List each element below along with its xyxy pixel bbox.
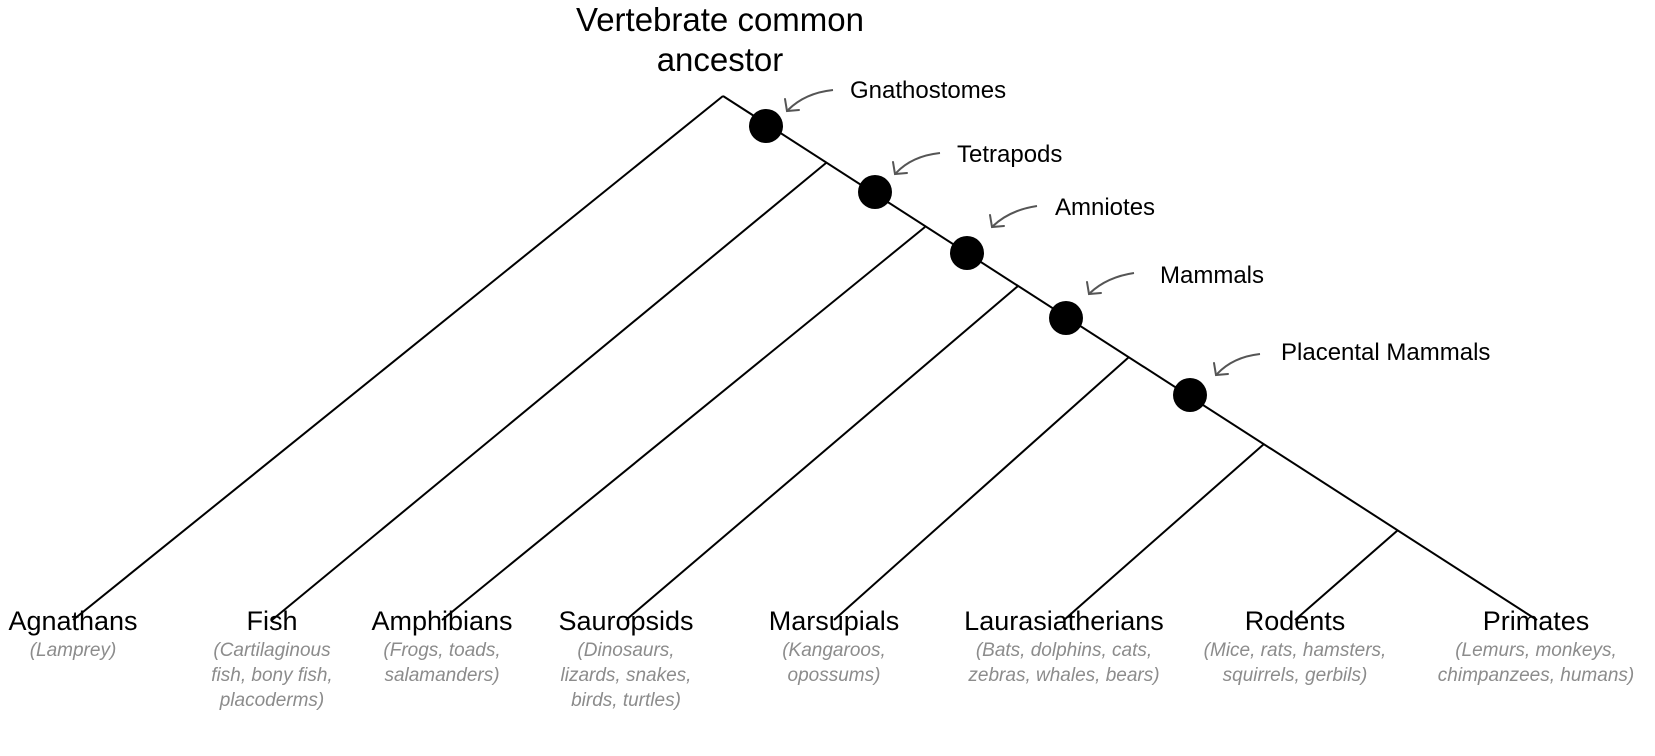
taxon-name: Marsupials bbox=[768, 606, 900, 636]
branch-amphibians bbox=[441, 226, 926, 621]
taxon-examples-line: (Dinosaurs, bbox=[577, 640, 675, 661]
taxon-name: Fish bbox=[246, 606, 298, 636]
root-label: Vertebrate common ancestor bbox=[520, 0, 920, 80]
arrow-gnathostomes bbox=[784, 89, 834, 113]
arrow-tetrapods bbox=[892, 152, 941, 176]
arrow-mammals bbox=[1086, 272, 1135, 296]
taxon-examples-line: zebras, whales, bears) bbox=[968, 665, 1160, 686]
taxon-examples-line: (Cartilaginous bbox=[213, 640, 331, 661]
taxon-examples-line: salamanders) bbox=[384, 665, 500, 686]
taxon-sauropsids: Sauropsids (Dinosaurs, lizards, snakes, … bbox=[506, 604, 746, 713]
taxon-examples-line: opossums) bbox=[787, 665, 881, 686]
clade-label-amniotes: Amniotes bbox=[1055, 194, 1156, 221]
taxon-examples-line: (Kangaroos, bbox=[782, 640, 886, 661]
taxon-examples-line: (Bats, dolphins, cats, bbox=[975, 640, 1153, 661]
taxon-name: Primates bbox=[1482, 606, 1590, 636]
taxon-name: Laurasiatherians bbox=[964, 606, 1164, 636]
root-label-line-2: ancestor bbox=[656, 41, 784, 78]
taxon-examples-line: (Mice, rats, hamsters, bbox=[1203, 640, 1387, 661]
branch-fish bbox=[271, 162, 827, 621]
node-amniotes bbox=[950, 236, 984, 270]
taxon-name: Rodents bbox=[1244, 606, 1346, 636]
node-mammals bbox=[1049, 301, 1083, 335]
branch-agnathans bbox=[72, 95, 724, 621]
taxon-name: Sauropsids bbox=[558, 606, 694, 636]
taxon-examples-line: (Lamprey) bbox=[29, 640, 117, 661]
branch-laurasiatherians bbox=[1063, 443, 1265, 621]
arrow-placental-mammals bbox=[1213, 353, 1261, 377]
clade-label-placental-mammals: Placental Mammals bbox=[1281, 339, 1491, 366]
taxon-examples-line: (Frogs, toads, bbox=[383, 640, 501, 661]
clade-label-mammals: Mammals bbox=[1160, 262, 1265, 289]
taxon-examples-line: lizards, snakes, bbox=[560, 665, 692, 686]
root-label-line-1: Vertebrate common bbox=[576, 1, 864, 38]
node-gnathostomes bbox=[749, 109, 783, 143]
taxon-examples-line: fish, bony fish, bbox=[211, 665, 333, 686]
taxon-marsupials: Marsupials (Kangaroos, opossums) bbox=[714, 604, 954, 688]
branch-marsupials bbox=[833, 356, 1130, 621]
branch-sauropsids bbox=[625, 285, 1019, 621]
taxon-agnathans: Agnathans (Lamprey) bbox=[0, 604, 193, 663]
taxon-primates: Primates (Lemurs, monkeys, chimpanzees, … bbox=[1421, 604, 1651, 688]
taxon-rodents: Rodents (Mice, rats, hamsters, squirrels… bbox=[1170, 604, 1420, 688]
branch-rodents bbox=[1294, 529, 1399, 621]
taxon-laurasiatherians: Laurasiatherians (Bats, dolphins, cats, … bbox=[934, 604, 1194, 688]
node-tetrapods bbox=[858, 175, 892, 209]
trunk-branch bbox=[722, 95, 1538, 621]
taxon-fish: Fish (Cartilaginous fish, bony fish, pla… bbox=[152, 604, 392, 713]
node-placental-mammals bbox=[1173, 378, 1207, 412]
clade-label-tetrapods: Tetrapods bbox=[957, 141, 1063, 168]
taxon-name: Agnathans bbox=[8, 606, 138, 636]
arrow-amniotes bbox=[989, 205, 1038, 229]
taxon-examples-line: (Lemurs, monkeys, bbox=[1455, 640, 1617, 661]
taxon-amphibians: Amphibians (Frogs, toads, salamanders) bbox=[322, 604, 562, 688]
taxon-examples-line: placoderms) bbox=[219, 690, 325, 711]
clade-label-gnathostomes: Gnathostomes bbox=[850, 77, 1007, 104]
taxon-examples-line: birds, turtles) bbox=[571, 690, 681, 711]
taxon-examples-line: squirrels, gerbils) bbox=[1222, 665, 1368, 686]
taxon-name: Amphibians bbox=[371, 606, 513, 636]
taxon-examples-line: chimpanzees, humans) bbox=[1437, 665, 1635, 686]
